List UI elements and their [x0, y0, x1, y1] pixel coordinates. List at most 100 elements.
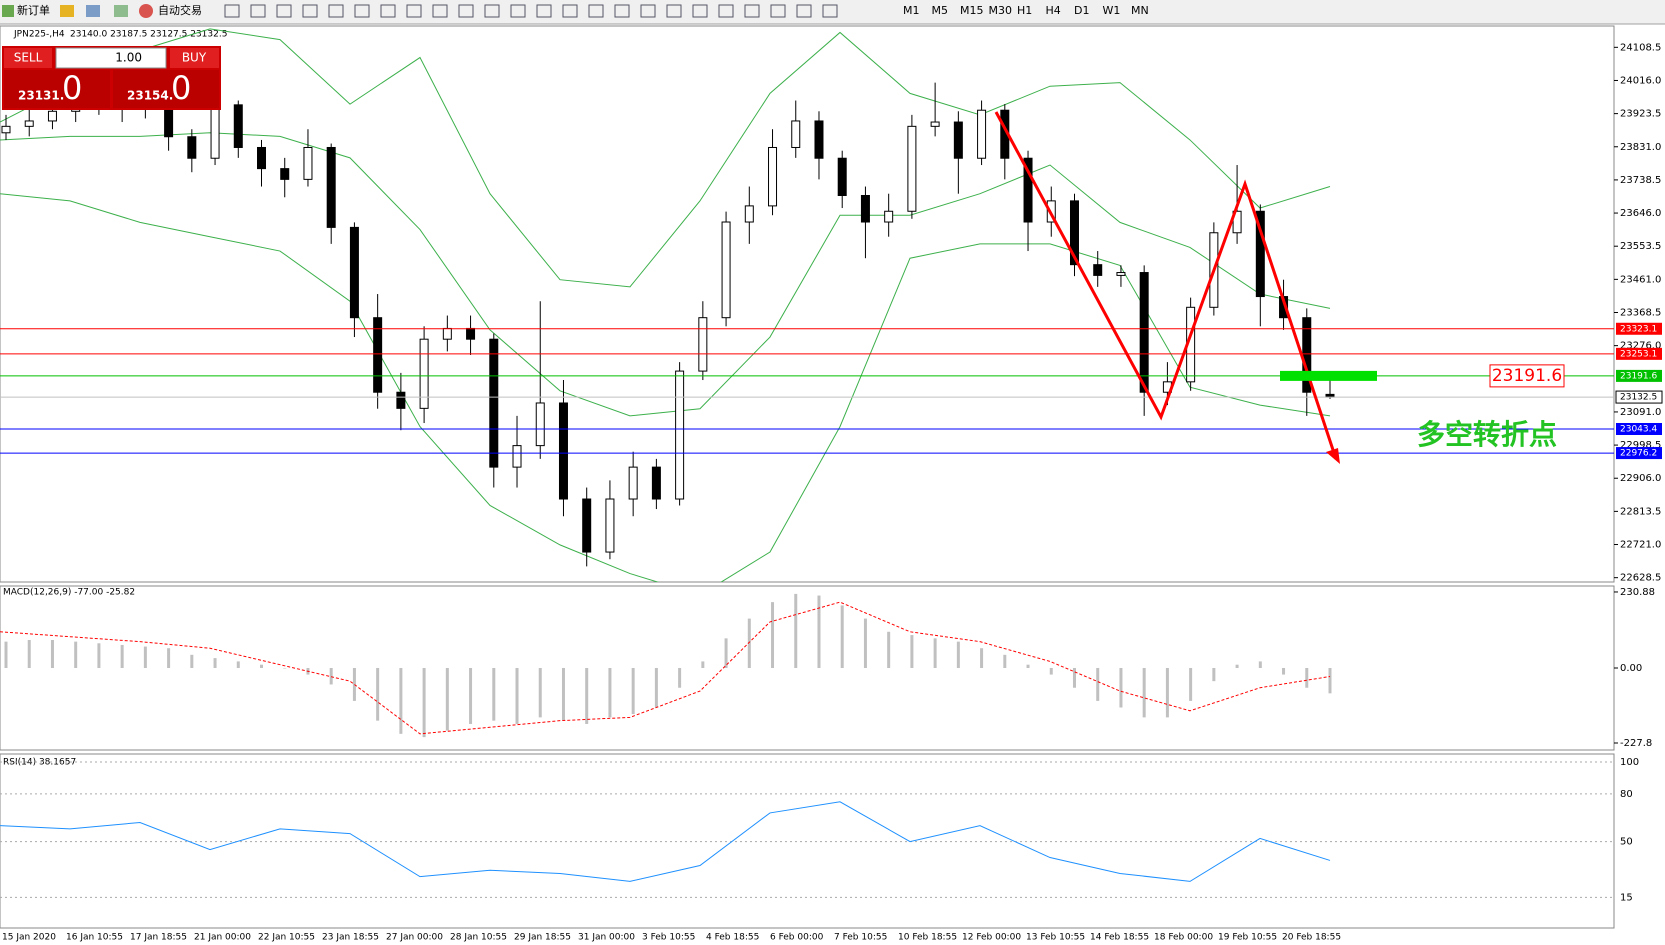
tool-icon[interactable] [224, 4, 240, 18]
y-tick-label: 22721.0 [1620, 540, 1661, 551]
auto-trading-icon[interactable] [139, 4, 153, 18]
tool-icon[interactable] [86, 5, 100, 17]
y-tick-label: -227.8 [1620, 738, 1652, 749]
rsi-line [0, 801, 1331, 882]
macd-bar [1142, 667, 1146, 718]
timeframe[interactable]: M5 [932, 4, 949, 17]
bid[interactable]: 23131. [18, 89, 64, 103]
symbol: JPN225-,H4 [13, 30, 65, 40]
new-order[interactable]: 新订单 [17, 3, 50, 17]
macd-bar [213, 658, 217, 668]
timeframe[interactable]: W1 [1103, 4, 1121, 17]
tool-icon[interactable] [354, 4, 370, 18]
candle-body [651, 466, 661, 500]
macd-bar [1096, 667, 1100, 701]
tool-icon[interactable] [770, 4, 786, 18]
tool-icon[interactable] [380, 4, 396, 18]
tool-icon[interactable] [276, 4, 292, 18]
y-tick-label: 0.00 [1620, 663, 1642, 674]
macd-bar [840, 605, 844, 668]
buy-label[interactable]: BUY [182, 51, 207, 65]
sell-button[interactable] [4, 48, 52, 68]
tool-icon[interactable] [484, 4, 500, 18]
candle-body [233, 104, 243, 148]
timeframe[interactable]: MN [1131, 4, 1149, 17]
x-tick-label: 21 Jan 00:00 [194, 933, 251, 943]
tool-icon[interactable] [588, 4, 604, 18]
timeframe[interactable]: D1 [1074, 4, 1089, 17]
tool-icon[interactable] [60, 5, 74, 17]
lot-input[interactable] [55, 47, 167, 69]
candle-body [791, 120, 801, 148]
candle-body [768, 146, 778, 207]
tool-icon[interactable] [692, 4, 708, 18]
new-order-icon[interactable] [2, 5, 14, 17]
timeframe[interactable]: M15 [960, 4, 984, 17]
y-tick-label: 23091.0 [1620, 407, 1661, 418]
x-tick-label: 12 Feb 00:00 [962, 933, 1021, 943]
macd-bar [469, 667, 473, 724]
y-tick-label: 230.88 [1620, 587, 1655, 598]
tool-icon[interactable] [562, 4, 578, 18]
tool-icon[interactable] [510, 4, 526, 18]
sell-label[interactable]: SELL [14, 51, 43, 65]
tool-icon[interactable] [328, 4, 344, 18]
tool-icon[interactable] [796, 4, 812, 18]
lot-value[interactable]: 1.00 [115, 51, 142, 65]
candle-body [1232, 210, 1242, 234]
candle-body [257, 146, 267, 170]
candle-body [721, 221, 731, 319]
timeframe[interactable]: H4 [1046, 4, 1061, 17]
timeframe[interactable]: M1 [903, 4, 920, 17]
buy-button[interactable] [170, 48, 219, 68]
tool-icon[interactable] [302, 4, 318, 18]
bollinger-upper [0, 28, 1331, 288]
rsi-panel [0, 753, 1615, 929]
y-tick-label: 22628.5 [1620, 573, 1661, 584]
candle-body [558, 402, 568, 500]
tool-icon[interactable] [614, 4, 630, 18]
level-tag [1616, 422, 1662, 435]
macd-bar [980, 648, 984, 668]
timeframe[interactable]: H1 [1017, 4, 1032, 17]
tool-icon[interactable] [666, 4, 682, 18]
tool-icon[interactable] [250, 4, 266, 18]
x-tick-label: 10 Feb 18:55 [898, 933, 957, 943]
price-box [1489, 364, 1565, 388]
macd-bar [1119, 667, 1123, 708]
macd-bar [1026, 664, 1030, 668]
candle-body [1069, 200, 1079, 266]
tool-icon[interactable] [744, 4, 760, 18]
y-tick-label: 23831.0 [1620, 142, 1661, 153]
tool-icon[interactable] [114, 5, 128, 17]
y-tick-label: 15 [1620, 892, 1633, 903]
tool-icon[interactable] [822, 4, 838, 18]
tool-icon[interactable] [406, 4, 422, 18]
x-tick-label: 19 Feb 10:55 [1218, 933, 1277, 943]
y-tick-label: 23923.5 [1620, 109, 1661, 120]
y-tick-label: 23368.5 [1620, 307, 1661, 318]
macd-bar [74, 641, 78, 668]
candle-body [698, 317, 708, 372]
y-tick-label: 23461.0 [1620, 274, 1661, 285]
ask-box[interactable] [113, 70, 219, 108]
level-label: 23043.4 [1620, 424, 1657, 434]
bid-box[interactable] [4, 70, 110, 108]
tool-icon[interactable] [458, 4, 474, 18]
candle-body [47, 110, 57, 122]
macd-bar [538, 667, 542, 718]
x-tick-label: 15 Jan 2020 [2, 933, 56, 943]
tool-icon[interactable] [718, 4, 734, 18]
auto-trading[interactable]: 自动交易 [158, 3, 202, 17]
timeframe[interactable]: M30 [989, 4, 1013, 17]
macd-bar [1072, 667, 1076, 688]
macd-bar [422, 667, 426, 738]
tool-icon[interactable] [536, 4, 552, 18]
y-tick-label: 23553.5 [1620, 241, 1661, 252]
ask-pips[interactable]: 0 [171, 69, 191, 107]
tool-icon[interactable] [432, 4, 448, 18]
macd-bar [747, 618, 751, 668]
tool-icon[interactable] [640, 4, 656, 18]
bid-pips[interactable]: 0 [62, 69, 82, 107]
ask[interactable]: 23154. [127, 89, 173, 103]
